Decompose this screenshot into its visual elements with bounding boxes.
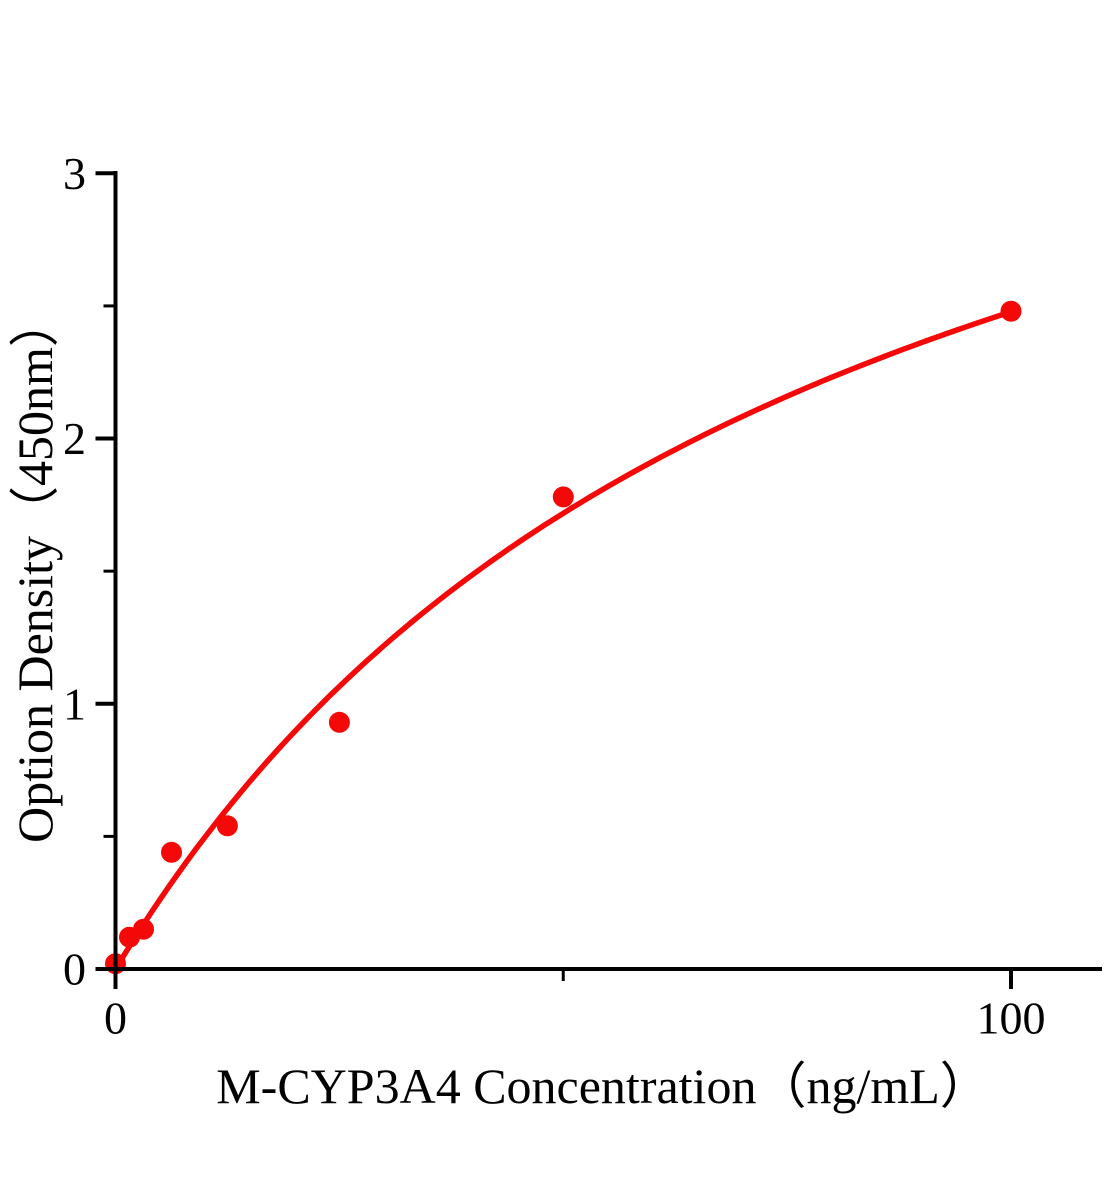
y-tick-label: 2 <box>63 413 86 464</box>
data-point <box>133 918 154 940</box>
data-point <box>552 486 574 508</box>
data-point <box>161 841 182 863</box>
axes-layer <box>113 171 1102 971</box>
y-tick-label: 3 <box>63 148 86 199</box>
x-tick-label: 100 <box>977 993 1046 1044</box>
x-tick-label: 0 <box>104 993 127 1044</box>
y-tick-label: 1 <box>63 678 86 729</box>
data-point <box>216 815 238 837</box>
fit-curve <box>112 309 1014 972</box>
y-axis-title: Option Density（450nm） <box>7 297 63 843</box>
y-tick-label: 0 <box>63 944 86 995</box>
ticks-layer: 0 1 2 3 0 100 <box>63 148 1046 1044</box>
data-point <box>328 711 350 733</box>
series-layer <box>105 300 1022 975</box>
x-axis-title: M-CYP3A4 Concentration（ng/mL） <box>216 1058 990 1114</box>
data-point <box>1000 300 1022 322</box>
